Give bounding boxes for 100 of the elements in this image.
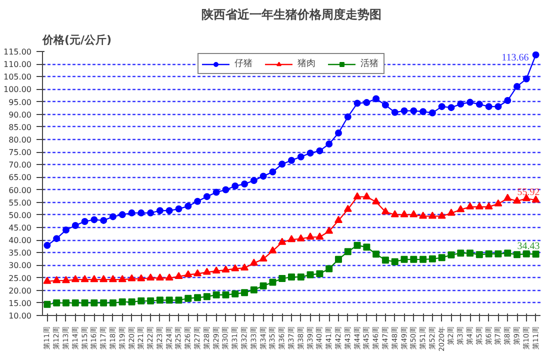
y-tick-label: 105.00 [4,72,32,82]
point [212,291,220,298]
point [240,263,249,270]
point [382,256,389,264]
point [175,205,182,212]
point [438,212,446,219]
y-tick-label: 65.00 [8,173,32,182]
point [485,250,492,258]
point [203,293,210,300]
legend-label: 仔猪 [234,58,254,70]
point [80,275,89,282]
point [334,256,342,263]
point [72,299,79,306]
point [128,209,136,216]
point [400,107,408,114]
point [156,296,164,304]
point [362,192,371,200]
point [118,298,126,306]
point [62,299,70,306]
point [494,250,502,258]
point [44,300,51,308]
point [316,270,324,278]
y-tick-label: 25.00 [8,274,32,283]
point [306,150,314,157]
point [475,202,484,210]
point [372,197,380,204]
point [316,147,324,154]
point [288,274,295,281]
point [447,208,456,216]
point [485,103,492,110]
point [390,210,399,218]
point [344,113,352,120]
point [241,180,248,188]
legend-label: 猪肉 [298,58,316,70]
y-tick-label: 30.00 [8,261,32,270]
point [71,275,80,282]
y-tick-label: 80.00 [8,136,32,144]
point [202,268,211,275]
point [514,251,521,258]
point [184,270,192,278]
point [118,275,126,282]
point [232,182,239,190]
point [513,196,522,204]
point [428,109,436,116]
point [222,186,230,194]
point [466,250,474,257]
point [372,95,380,102]
point [146,273,155,281]
point [288,235,296,242]
point [448,251,455,258]
point [174,272,183,280]
point [175,296,182,304]
point [118,211,126,218]
point [410,107,418,114]
point [194,294,202,302]
point [222,265,230,273]
point [165,273,174,281]
point [269,168,276,176]
point [532,196,540,203]
y-tick-label: 110.00 [4,60,32,70]
point [260,282,267,290]
point [354,242,361,249]
point [306,271,314,278]
point [504,194,512,201]
point [147,209,154,216]
point [222,291,230,298]
point [484,202,493,210]
y-axis-title: 价格(元/公斤) [42,34,112,46]
point [62,226,70,234]
y-tick-label: 20.00 [8,286,32,296]
y-tick-label: 70.00 [8,160,32,170]
point [81,299,88,306]
point [420,256,427,263]
point [514,82,521,90]
point [354,100,361,107]
point [43,276,52,284]
point [100,216,108,224]
point [400,210,408,218]
point [494,103,502,110]
point [81,218,88,225]
point [90,216,98,224]
point [344,204,352,212]
point [44,242,51,249]
point [194,269,202,276]
point [381,207,390,214]
point [231,264,240,272]
point [203,193,210,200]
point [522,250,530,258]
y-tick-label: 40.00 [8,236,32,246]
point [212,188,220,196]
point [382,102,389,109]
y-tick-label: 10.00 [8,312,32,320]
y-tick-label: 55.00 [8,198,32,208]
point [410,256,418,263]
point [53,299,60,306]
y-tick-label: 50.00 [8,210,32,220]
point [100,299,108,306]
point [194,198,202,205]
point [259,254,268,262]
point [334,216,342,223]
